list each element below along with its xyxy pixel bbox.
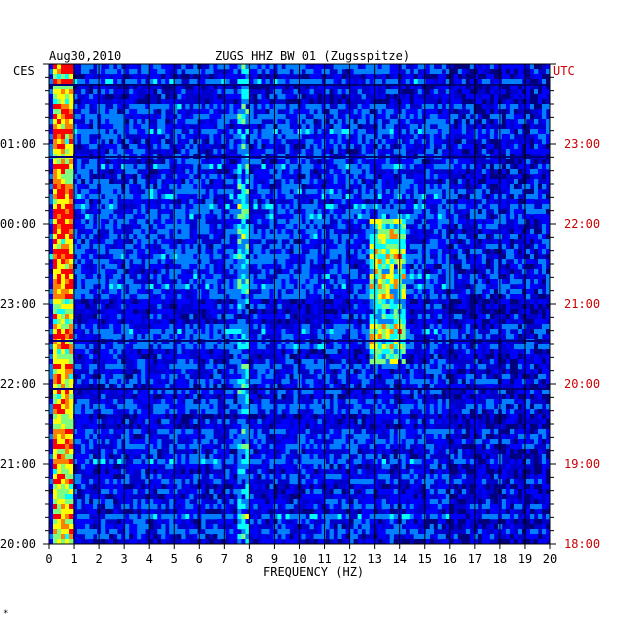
x-tick-label: 15 bbox=[418, 552, 432, 566]
x-tick-label: 5 bbox=[171, 552, 178, 566]
x-tick-label: 6 bbox=[196, 552, 203, 566]
right-tick-label: 19:00 bbox=[564, 457, 600, 471]
x-tick-label: 3 bbox=[121, 552, 128, 566]
right-tick-label: 18:00 bbox=[564, 537, 600, 551]
x-axis-ticks: 0 1 2 3 4 5 6 7 8 9 10 11 12 13 14 15 16 17 18 19 20 bbox=[45, 544, 557, 566]
left-axis-label: CES bbox=[13, 64, 35, 78]
footer-mark: * bbox=[3, 609, 8, 619]
x-tick-label: 19 bbox=[518, 552, 532, 566]
right-tick-label: 21:00 bbox=[564, 297, 600, 311]
x-tick-label: 8 bbox=[246, 552, 253, 566]
x-tick-label: 10 bbox=[292, 552, 306, 566]
chart-date: Aug30,2010 bbox=[49, 49, 121, 63]
x-tick-label: 13 bbox=[367, 552, 381, 566]
right-tick-label: 23:00 bbox=[564, 137, 600, 151]
x-tick-label: 4 bbox=[146, 552, 153, 566]
right-tick-label: 22:00 bbox=[564, 217, 600, 231]
grid-lines bbox=[73, 64, 526, 544]
left-tick-label: 00:00 bbox=[0, 217, 36, 231]
left-tick-label: 01:00 bbox=[0, 137, 36, 151]
left-tick-label: 22:00 bbox=[0, 377, 36, 391]
left-axis-ticks: 01:00 00:00 23:00 22:00 21:00 20:00 bbox=[0, 63, 49, 551]
x-tick-label: 12 bbox=[342, 552, 356, 566]
x-tick-label: 1 bbox=[70, 552, 77, 566]
left-tick-label: 21:00 bbox=[0, 457, 36, 471]
x-tick-label: 9 bbox=[271, 552, 278, 566]
x-tick-label: 7 bbox=[221, 552, 228, 566]
right-axis-label: UTC bbox=[553, 64, 575, 78]
x-tick-label: 2 bbox=[95, 552, 102, 566]
left-tick-label: 23:00 bbox=[0, 297, 36, 311]
right-axis-ticks: 23:00 22:00 21:00 20:00 19:00 18:00 bbox=[550, 63, 600, 551]
x-tick-label: 18 bbox=[493, 552, 507, 566]
x-axis-label: FREQUENCY (HZ) bbox=[263, 565, 364, 579]
x-tick-label: 17 bbox=[468, 552, 482, 566]
right-tick-label: 20:00 bbox=[564, 377, 600, 391]
left-tick-label: 20:00 bbox=[0, 537, 36, 551]
heatmap-cells bbox=[49, 64, 551, 545]
x-tick-label: 14 bbox=[392, 552, 406, 566]
x-tick-label: 20 bbox=[543, 552, 557, 566]
x-tick-label: 11 bbox=[317, 552, 331, 566]
x-tick-label: 0 bbox=[45, 552, 52, 566]
x-tick-label: 16 bbox=[443, 552, 457, 566]
chart-title: ZUGS HHZ BW 01 (Zugsspitze) bbox=[215, 49, 410, 63]
